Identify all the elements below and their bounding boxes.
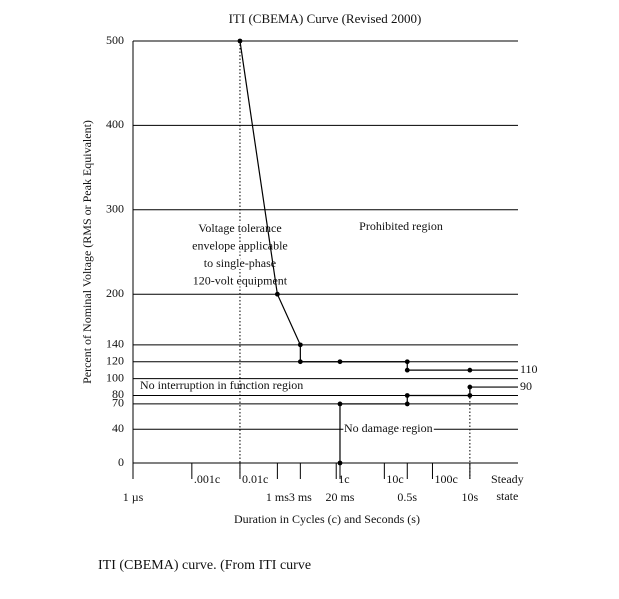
annotation: No damage region bbox=[344, 421, 433, 435]
x-tick-label: 20 ms bbox=[325, 490, 354, 504]
annotation: Prohibited region bbox=[359, 219, 443, 233]
x-tick-label: 10c bbox=[386, 472, 403, 486]
y-tick-label: 0 bbox=[118, 455, 124, 469]
end-label: 90 bbox=[520, 379, 532, 393]
y-axis-label: Percent of Nominal Voltage (RMS or Peak … bbox=[80, 120, 94, 384]
x-tick-label: 1 µs bbox=[123, 490, 144, 504]
point bbox=[404, 359, 410, 365]
x-tick-label: 100c bbox=[434, 472, 457, 486]
annotation: to single-phase bbox=[204, 256, 276, 270]
y-tick-label: 140 bbox=[106, 337, 124, 351]
x-tick-label: 10s bbox=[462, 490, 479, 504]
point bbox=[467, 384, 473, 390]
point bbox=[467, 393, 473, 398]
annotation: No interruption in function region bbox=[140, 378, 303, 392]
point bbox=[297, 359, 303, 365]
annotation: 120-volt equipment bbox=[193, 273, 288, 287]
y-tick-label: 80 bbox=[112, 387, 124, 401]
chart-title: ITI (CBEMA) Curve (Revised 2000) bbox=[229, 11, 422, 26]
y-tick-label: 400 bbox=[106, 117, 124, 131]
y-tick-label: 200 bbox=[106, 286, 124, 300]
y-tick-label: 300 bbox=[106, 202, 124, 216]
x-tick-label: 3 ms bbox=[289, 490, 312, 504]
point bbox=[297, 342, 303, 348]
point bbox=[467, 367, 473, 373]
point bbox=[274, 291, 280, 297]
y-tick-label: 70 bbox=[112, 396, 124, 410]
end-label: 110 bbox=[520, 362, 538, 376]
point bbox=[404, 401, 410, 407]
x-tick-label: Steady state bbox=[491, 472, 524, 503]
point bbox=[404, 367, 410, 373]
point bbox=[237, 38, 243, 44]
caption: ITI (CBEMA) curve. (From ITI curve bbox=[98, 558, 311, 573]
point bbox=[337, 460, 343, 466]
x-tick-label: 1c bbox=[338, 472, 349, 486]
point bbox=[337, 401, 343, 407]
annotation: envelope applicable bbox=[192, 238, 288, 252]
y-tick-label: 120 bbox=[106, 353, 124, 367]
x-tick-label: .001c bbox=[194, 472, 220, 486]
curve bbox=[239, 40, 518, 371]
x-tick-label: 0.01c bbox=[242, 472, 268, 486]
y-tick-label: 40 bbox=[112, 421, 124, 435]
point bbox=[337, 359, 343, 365]
y-tick-label: 500 bbox=[106, 33, 124, 47]
annotation: Voltage tolerance bbox=[198, 221, 281, 235]
x-axis-label: Duration in Cycles (c) and Seconds (s) bbox=[234, 512, 420, 526]
x-tick-label: 1 ms bbox=[266, 490, 289, 504]
y-tick-label: 100 bbox=[106, 370, 124, 384]
x-tick-label: 0.5s bbox=[397, 490, 417, 504]
point bbox=[404, 393, 410, 398]
